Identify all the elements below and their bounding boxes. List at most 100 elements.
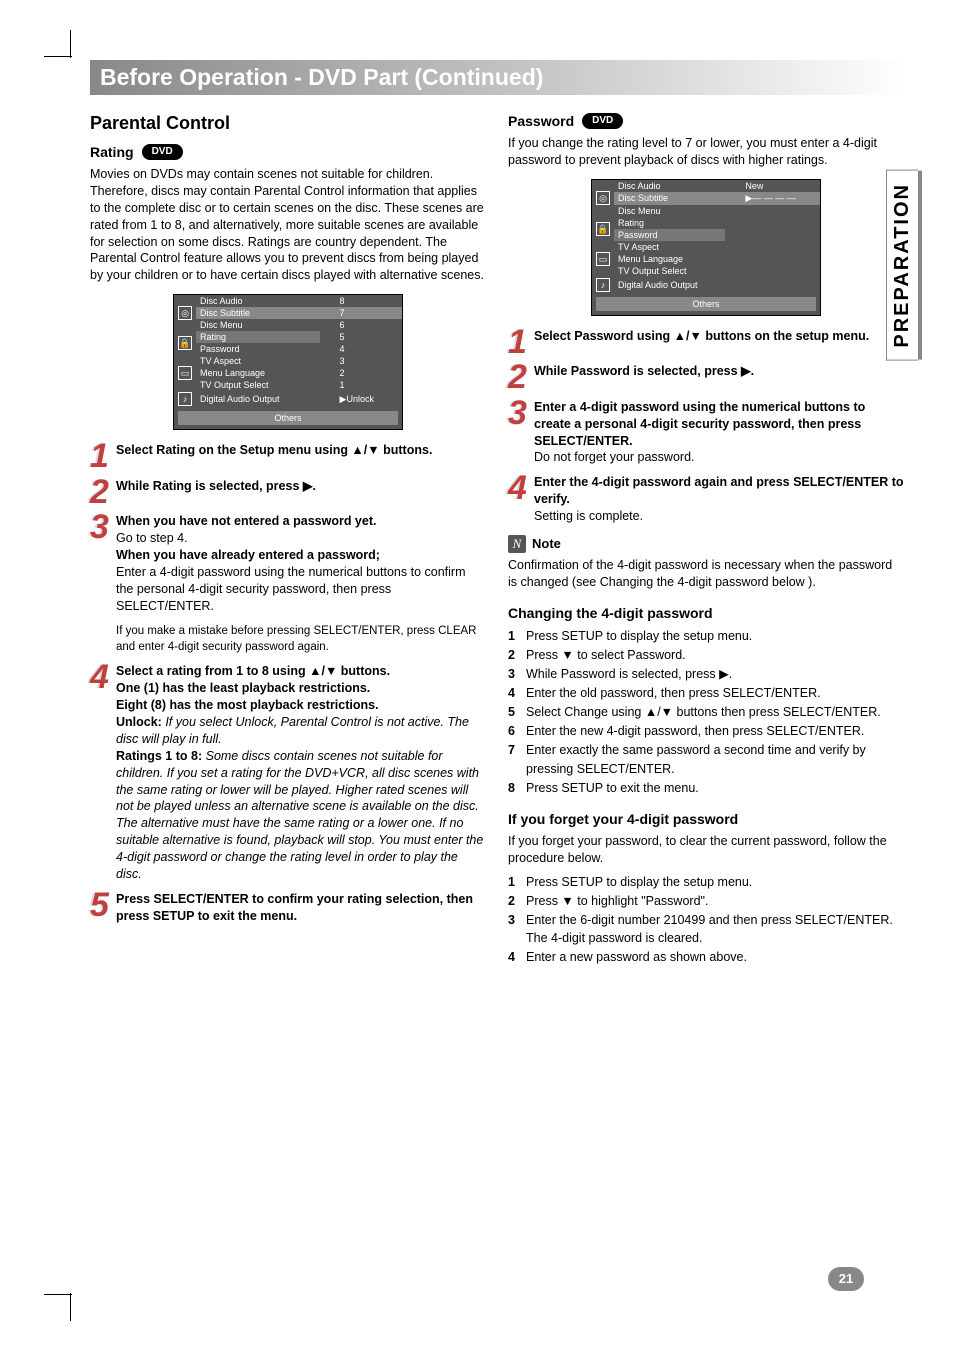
tv-icon: ▭ <box>596 252 610 266</box>
step-text: When you have not entered a password yet… <box>116 513 486 530</box>
note-label: Note <box>532 536 561 551</box>
step-number: 5 <box>90 893 116 919</box>
disc-icon: ◎ <box>178 306 192 320</box>
step-text: Eight (8) has the most playback restrict… <box>116 697 486 714</box>
list-item: Enter the new 4-digit password, then pre… <box>526 722 864 740</box>
forget-heading: If you forget your 4-digit password <box>508 811 904 827</box>
menu-item: Digital Audio Output <box>614 277 725 293</box>
menu-item: TV Aspect <box>614 241 725 253</box>
page-title: Before Operation - DVD Part (Continued) <box>100 64 894 91</box>
password-intro: If you change the rating level to 7 or l… <box>508 135 904 169</box>
change-list: 1Press SETUP to display the setup menu. … <box>508 627 904 797</box>
menu-item: Menu Language <box>196 367 320 379</box>
note-icon: N <box>508 535 526 553</box>
side-tab: PREPARATION <box>886 170 918 361</box>
menu-item: Disc Subtitle <box>196 307 320 319</box>
step-text: Select Password using ▲/▼ buttons on the… <box>534 328 904 345</box>
title-bar: Before Operation - DVD Part (Continued) <box>90 60 904 95</box>
list-item: Press ▼ to select Password. <box>526 646 686 664</box>
menu-item: TV Aspect <box>196 355 320 367</box>
password-menu: ◎ Disc Audio New Disc Subtitle ▶— — — — … <box>591 179 821 316</box>
step-text: One (1) has the least playback restricti… <box>116 680 486 697</box>
step-note: If you make a mistake before pressing SE… <box>116 624 486 655</box>
step-text: Enter a 4-digit password using the numer… <box>534 399 904 450</box>
step-text: Some discs contain scenes not suitable f… <box>116 749 483 881</box>
dvd-badge: DVD <box>582 113 623 129</box>
step-text: Enter the 4-digit password again and pre… <box>534 474 904 508</box>
step-number: 2 <box>508 365 534 391</box>
step-3: 3 When you have not entered a password y… <box>90 513 486 655</box>
menu-item: Disc Audio <box>196 295 320 307</box>
rating-subhead: Rating <box>90 144 134 160</box>
menu-others: Others <box>178 411 398 425</box>
rating-intro: Movies on DVDs may contain scenes not su… <box>90 166 486 284</box>
list-note: The 4-digit password is cleared. <box>526 931 702 945</box>
step-text: If you select Unlock, Parental Control i… <box>116 715 469 746</box>
step-5: 5 Press SELECT/ENTER to confirm your rat… <box>90 891 486 925</box>
pw-step-2: 2 While Password is selected, press ▶. <box>508 363 904 391</box>
pw-step-4: 4 Enter the 4-digit password again and p… <box>508 474 904 525</box>
step-text: Go to step 4. <box>116 530 486 547</box>
menu-others: Others <box>596 297 816 311</box>
list-item: Press SETUP to display the setup menu. <box>526 627 752 645</box>
pw-step-1: 1 Select Password using ▲/▼ buttons on t… <box>508 328 904 356</box>
menu-item: TV Output Select <box>196 379 320 391</box>
menu-item: Digital Audio Output <box>196 391 320 407</box>
step-text: While Rating is selected, press ▶. <box>116 478 486 495</box>
disc-icon: ◎ <box>596 191 610 205</box>
list-item: Press SETUP to display the setup menu. <box>526 873 752 891</box>
menu-item: Disc Audio <box>614 180 725 192</box>
step-text: When you have already entered a password… <box>116 547 486 564</box>
rating-menu: ◎ Disc Audio 8 Disc Subtitle 7 Disc Menu… <box>173 294 403 430</box>
step-1: 1 Select Rating on the Setup menu using … <box>90 442 486 470</box>
forget-list: 1Press SETUP to display the setup menu. … <box>508 873 904 967</box>
list-item: While Password is selected, press ▶. <box>526 665 732 683</box>
step-number: 4 <box>90 665 116 691</box>
tv-icon: ▭ <box>178 366 192 380</box>
step-text: Select Rating on the Setup menu using ▲/… <box>116 442 486 459</box>
menu-item: Rating <box>614 217 725 229</box>
menu-item: Menu Language <box>614 253 725 265</box>
menu-item: TV Output Select <box>614 265 725 277</box>
step-text: Press SELECT/ENTER to confirm your ratin… <box>116 891 486 925</box>
list-item: Enter the 6-digit number 210499 and then… <box>526 913 893 927</box>
step-text: Enter a 4-digit password using the numer… <box>116 564 486 615</box>
menu-item: Disc Menu <box>196 319 320 331</box>
pw-step-3: 3 Enter a 4-digit password using the num… <box>508 399 904 467</box>
step-number: 1 <box>508 330 534 356</box>
lock-icon: 🔒 <box>178 336 192 350</box>
step-number: 1 <box>90 444 116 470</box>
left-column: Parental Control Rating DVD Movies on DV… <box>90 113 486 967</box>
step-text: Do not forget your password. <box>534 449 904 466</box>
label: Ratings 1 to 8: <box>116 749 202 763</box>
lock-icon: 🔒 <box>596 222 610 236</box>
list-item: Enter the old password, then press SELEC… <box>526 684 821 702</box>
page-number: 21 <box>828 1267 864 1291</box>
step-2: 2 While Rating is selected, press ▶. <box>90 478 486 506</box>
list-item: Select Change using ▲/▼ buttons then pre… <box>526 703 881 721</box>
list-item: Press SETUP to exit the menu. <box>526 779 699 797</box>
step-number: 4 <box>508 476 534 502</box>
note-body: Confirmation of the 4-digit password is … <box>508 557 904 591</box>
dvd-badge: DVD <box>142 144 183 160</box>
step-text: While Password is selected, press ▶. <box>534 363 904 380</box>
step-number: 2 <box>90 480 116 506</box>
step-text: Setting is complete. <box>534 508 904 525</box>
menu-item: Disc Subtitle <box>614 192 725 205</box>
menu-item: Disc Menu <box>614 205 725 217</box>
menu-item: Password <box>614 229 725 241</box>
label: Unlock: <box>116 715 162 729</box>
right-column: Password DVD If you change the rating le… <box>508 113 904 967</box>
list-item: Press ▼ to highlight "Password". <box>526 892 708 910</box>
step-4: 4 Select a rating from 1 to 8 using ▲/▼ … <box>90 663 486 882</box>
list-item: Enter exactly the same password a second… <box>526 741 904 777</box>
step-number: 3 <box>90 515 116 541</box>
list-item: Enter a new password as shown above. <box>526 948 747 966</box>
menu-item: Rating <box>196 331 320 343</box>
step-text: Select a rating from 1 to 8 using ▲/▼ bu… <box>116 663 486 680</box>
parental-control-heading: Parental Control <box>90 113 486 134</box>
change-heading: Changing the 4-digit password <box>508 605 904 621</box>
menu-item: Password <box>196 343 320 355</box>
audio-icon: ♪ <box>596 278 610 292</box>
forget-intro: If you forget your password, to clear th… <box>508 833 904 867</box>
